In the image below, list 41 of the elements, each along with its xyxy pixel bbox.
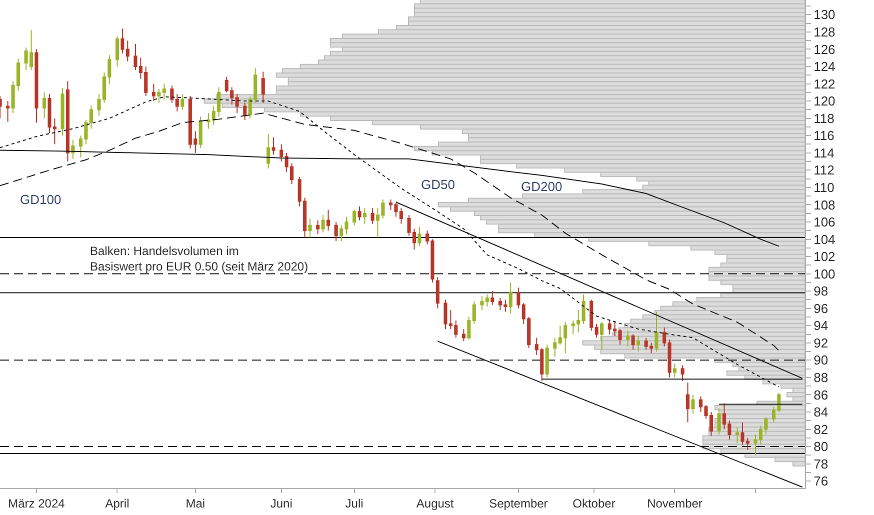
x-tick-label: November [647,496,702,510]
series-label: GD100 [20,192,62,207]
y-tick-label: 128 [814,24,836,40]
y-tick-label: 84 [814,404,828,420]
y-tick-label: 100 [814,266,836,282]
y-tick-label: 104 [814,232,836,247]
annotation: Balken: Handelsvolumen im Basiswert pro EUR 0.50 (seit März 2020) [90,244,308,274]
y-tick-label: 110 [814,180,834,195]
y-tick-label: 106 [814,214,836,230]
x-tick-label: Oktober [572,496,616,510]
y-tick-label: 124 [814,59,836,74]
x-tick-label: April [105,496,130,510]
y-tick-label: 90 [814,352,828,368]
y-tick-label: 76 [814,474,828,489]
series-label: GD200 [521,179,562,194]
y-tick-label: 108 [814,197,836,212]
x-tick-label: September [489,496,548,510]
x-tick-label: März 2024 [8,496,66,510]
y-tick-label: 98 [814,284,828,299]
y-tick-label: 78 [814,456,828,472]
x-tick-label: Mai [186,496,206,510]
y-tick-label: 114 [814,145,834,160]
y-tick-label: 116 [814,128,834,144]
y-tick-label: 126 [814,42,836,57]
y-tick-label: 86 [814,387,828,402]
x-tick-label: Juni [270,496,292,510]
y-tick-label: 96 [814,300,828,316]
y-tick-label: 112 [814,162,834,178]
y-tick-label: 122 [814,76,836,92]
y-tick-label: 82 [814,422,828,437]
x-tick-label: Juli [345,496,364,510]
y-tick-label: 102 [814,249,836,264]
y-tick-label: 94 [814,318,828,334]
series-label: GD50 [421,177,455,192]
y-tick-label: 88 [814,370,828,385]
x-tick-label: August [416,496,454,510]
y-tick-label: 130 [814,7,836,22]
y-tick-label: 118 [814,110,834,126]
y-tick-label: 120 [814,94,836,109]
y-tick-label: 80 [814,439,828,454]
y-tick-label: 92 [814,335,828,350]
